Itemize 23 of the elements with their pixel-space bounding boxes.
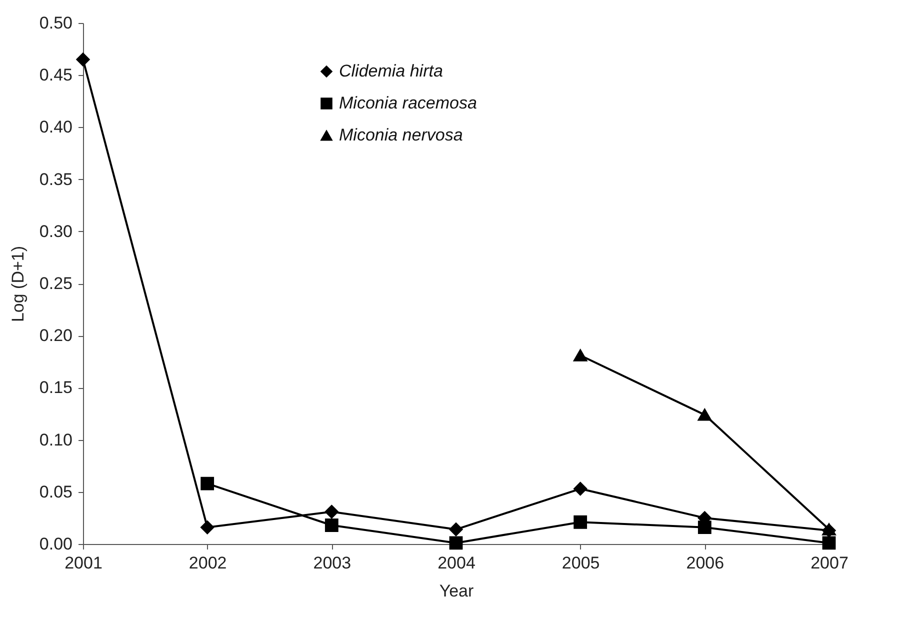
y-tick-label: 0.00 <box>39 534 72 554</box>
x-axis-title: Year <box>439 582 474 600</box>
x-tick-label: 2002 <box>188 554 227 572</box>
x-tick-label: 2007 <box>810 554 848 572</box>
legend-label: Miconia nervosa <box>339 126 463 144</box>
y-axis-title: Log (D+1) <box>8 246 28 322</box>
y-tick-label: 0.25 <box>39 274 72 293</box>
x-tick-label: 2001 <box>64 554 102 572</box>
y-tick-label: 0.20 <box>39 326 72 346</box>
legend-label: Miconia racemosa <box>339 94 477 112</box>
x-tick-label: 2006 <box>686 554 724 572</box>
x-tick-label: 2005 <box>562 554 600 572</box>
y-tick-label: 0.05 <box>39 482 72 502</box>
y-tick-label: 0.30 <box>39 222 72 241</box>
legend-label: Clidemia hirta <box>339 62 443 80</box>
y-tick-label: 0.10 <box>39 430 72 450</box>
y-tick-label: 0.35 <box>39 170 72 189</box>
y-tick-label: 0.40 <box>39 118 72 137</box>
x-tick-label: 2003 <box>313 554 352 572</box>
y-tick-label: 0.15 <box>39 378 72 398</box>
x-tick-label: 2004 <box>438 554 476 572</box>
y-tick-label: 0.45 <box>39 66 72 85</box>
y-tick-label: 0.50 <box>39 14 72 32</box>
